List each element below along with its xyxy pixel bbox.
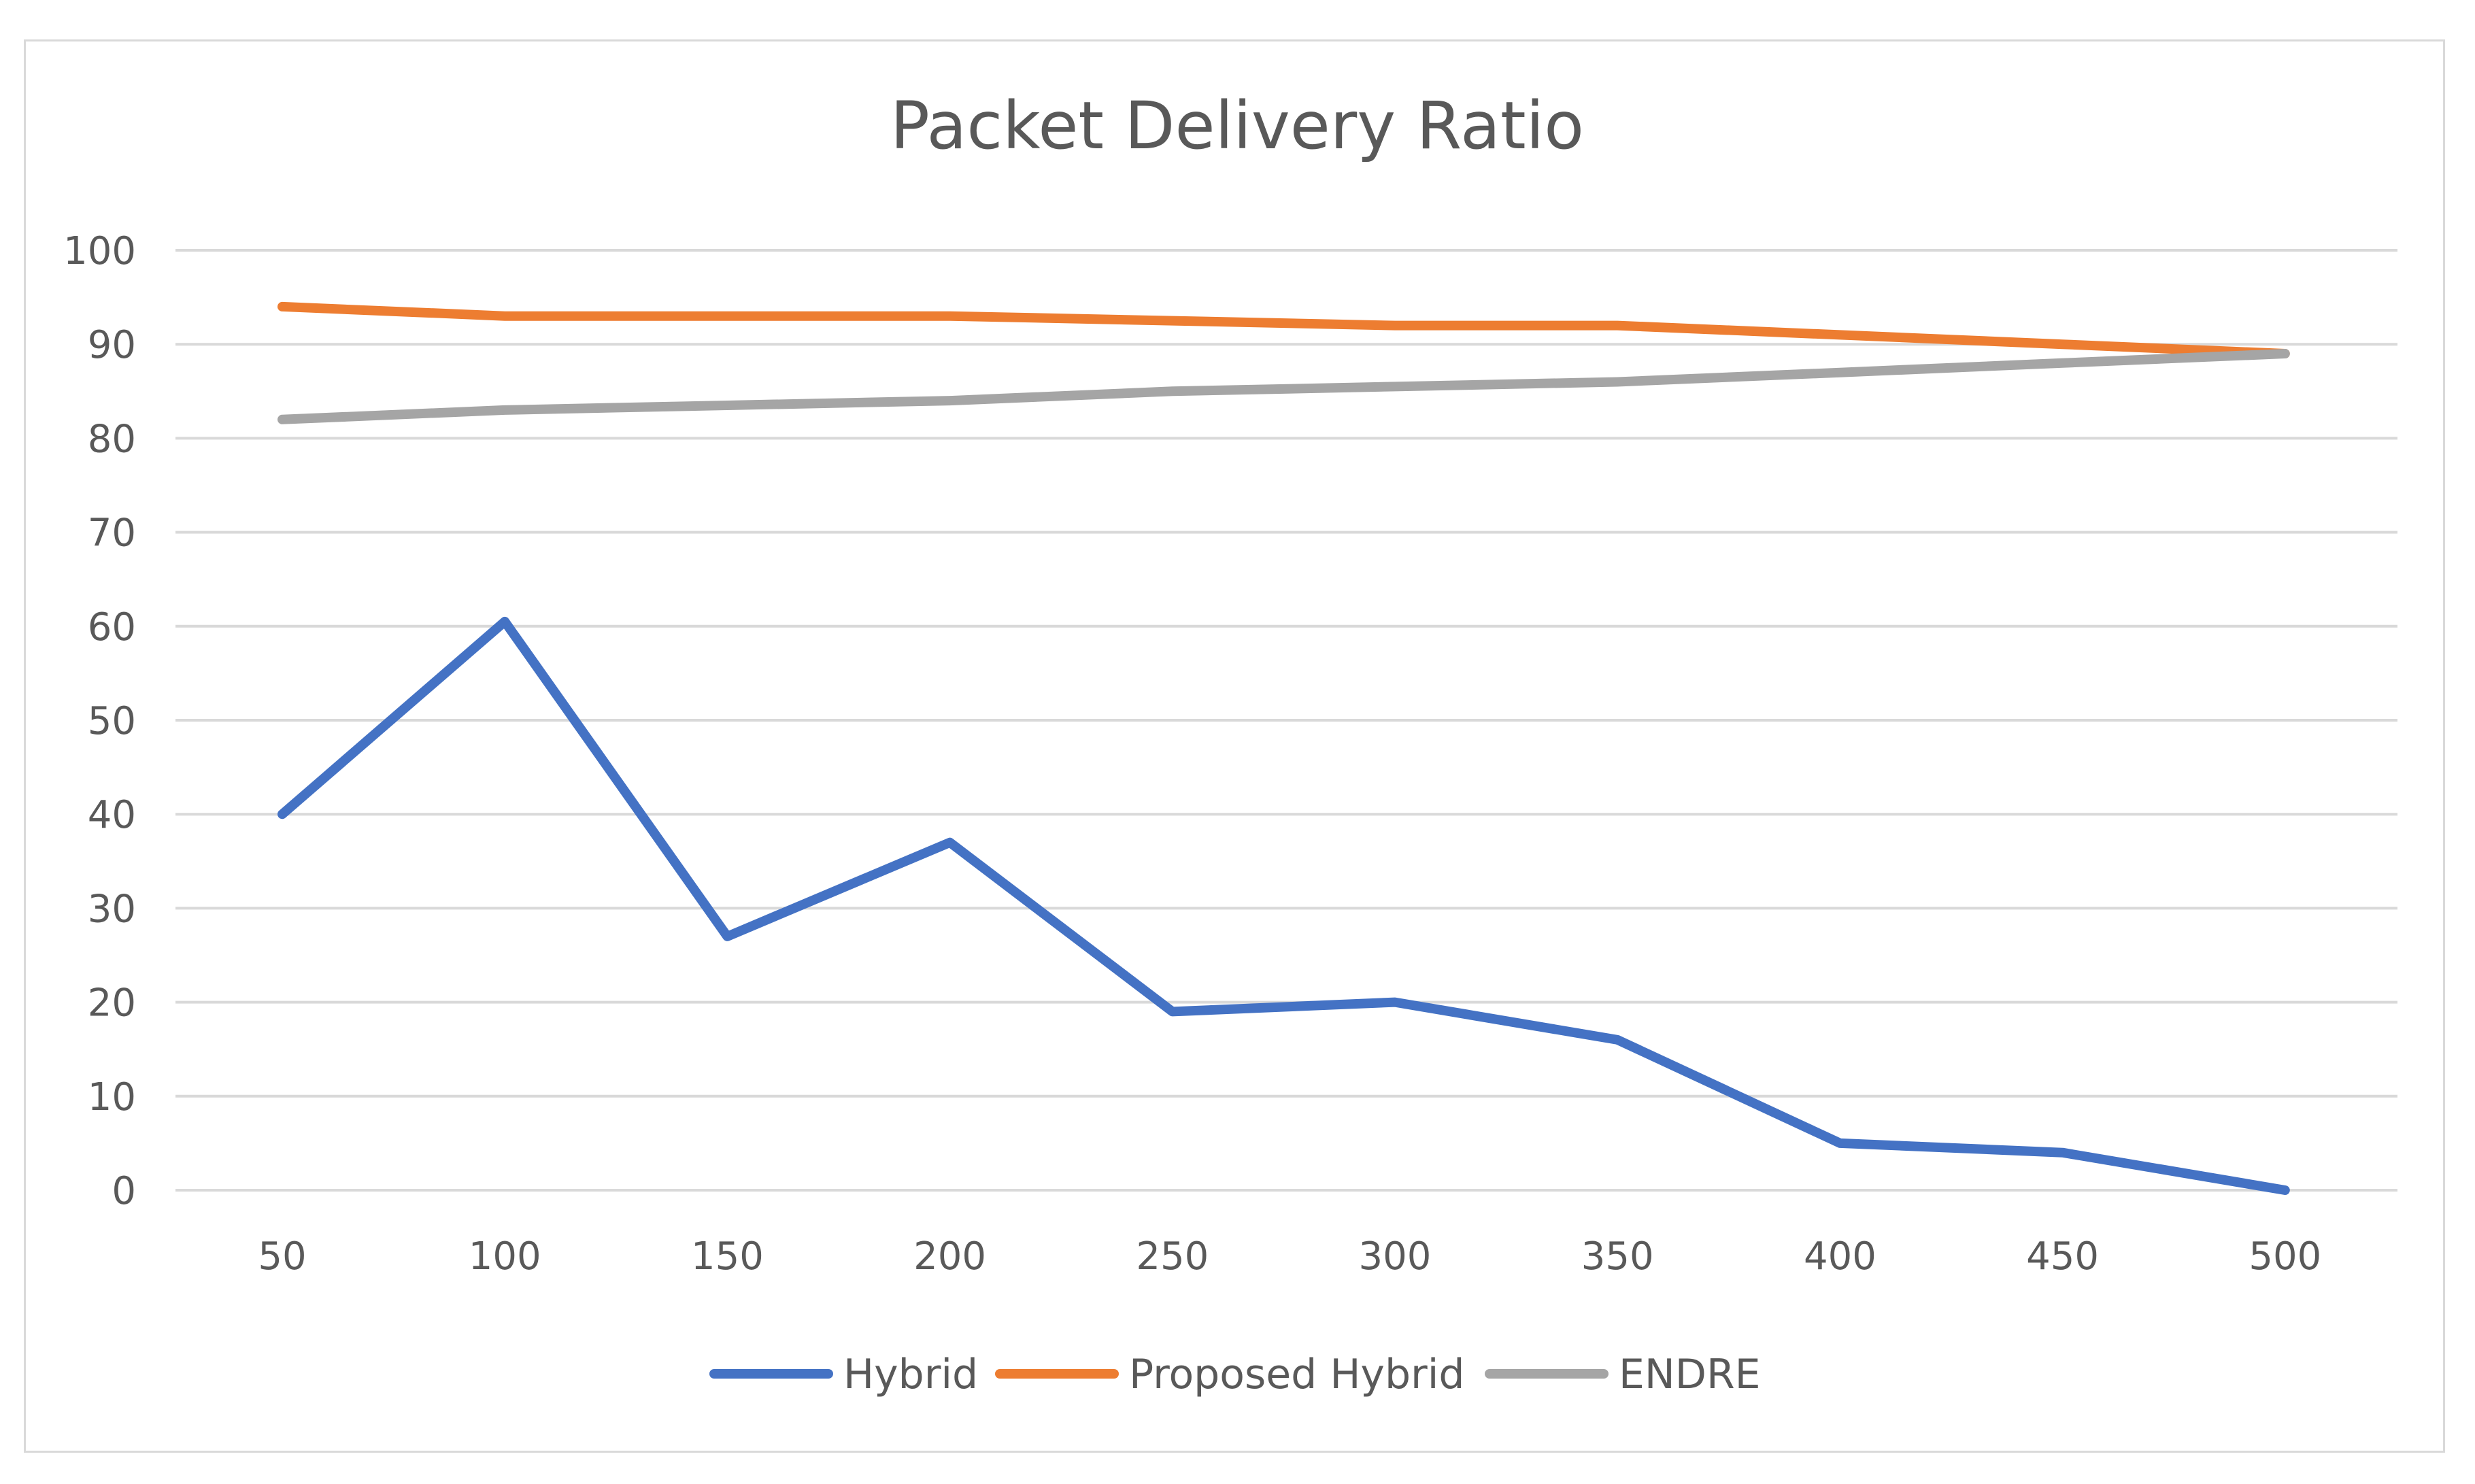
y-tick-label: 90 xyxy=(88,323,136,367)
chart-frame xyxy=(24,39,2445,1453)
legend-label: ENDRE xyxy=(1619,1351,1761,1398)
series-line-endre xyxy=(277,349,2290,424)
x-tick-label: 400 xyxy=(1804,1234,1876,1279)
y-axis-tick-labels: 0 10 20 30 40 50 60 70 80 90 100 xyxy=(63,229,136,1213)
x-tick-label: 200 xyxy=(913,1234,986,1279)
series-lines xyxy=(277,301,2290,1195)
x-axis-tick-labels: 50 100 150 200 250 300 350 400 450 500 xyxy=(258,1234,2321,1279)
x-tick-label: 500 xyxy=(2249,1234,2321,1279)
y-tick-label: 60 xyxy=(88,605,136,650)
y-tick-label: 0 xyxy=(112,1169,136,1213)
y-tick-label: 30 xyxy=(88,887,136,931)
legend-label: Proposed Hybrid xyxy=(1129,1351,1464,1398)
x-tick-label: 150 xyxy=(691,1234,764,1279)
legend: Hybrid Proposed Hybrid ENDRE xyxy=(709,1351,1761,1398)
gridlines xyxy=(175,249,2397,1192)
x-tick-label: 250 xyxy=(1136,1234,1209,1279)
y-tick-label: 80 xyxy=(88,417,136,461)
y-tick-label: 70 xyxy=(88,511,136,556)
x-tick-label: 100 xyxy=(469,1234,541,1279)
series-line-hybrid xyxy=(277,616,2290,1195)
y-tick-label: 100 xyxy=(63,229,136,273)
x-tick-label: 300 xyxy=(1359,1234,1432,1279)
y-tick-label: 40 xyxy=(88,793,136,837)
series-line-proposed-hybrid xyxy=(277,301,2290,358)
y-tick-label: 50 xyxy=(88,699,136,743)
x-tick-label: 350 xyxy=(1581,1234,1654,1279)
legend-label: Hybrid xyxy=(843,1351,978,1398)
y-tick-label: 10 xyxy=(88,1075,136,1119)
x-tick-label: 50 xyxy=(258,1234,306,1279)
x-tick-label: 450 xyxy=(2026,1234,2099,1279)
chart-title: Packet Delivery Ratio xyxy=(890,88,1584,164)
y-tick-label: 20 xyxy=(88,981,136,1026)
